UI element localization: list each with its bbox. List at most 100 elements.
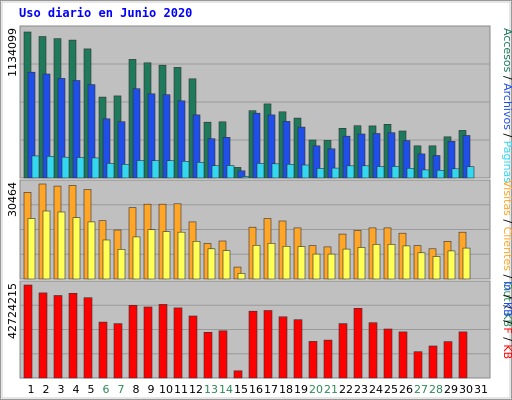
x-tick-label-day-14: 14	[219, 383, 233, 396]
bar-archivos-day-17	[267, 114, 276, 179]
bar-archivos-day-7	[117, 121, 126, 179]
bar-kb-f-day-30	[458, 331, 468, 379]
bar-archivos-day-13	[207, 138, 216, 179]
bar-archivos-day-16	[252, 112, 261, 179]
legend-separator: /	[501, 334, 512, 345]
legend-kb: KB	[501, 302, 512, 317]
legend-separator: /	[501, 72, 512, 83]
bar-visitantes-day-18	[282, 246, 291, 280]
bar-visitantes-day-29	[447, 250, 456, 280]
bar-p-ginas-day-22	[346, 165, 355, 179]
x-tick-label-day-12: 12	[189, 383, 203, 396]
panel-2-ymax-label: 30464	[6, 182, 19, 217]
bar-visitantes-day-7	[117, 249, 126, 280]
bar-p-ginas-day-29	[451, 168, 460, 179]
bar-visitantes-day-21	[327, 253, 336, 280]
bar-visitantes-day-25	[387, 244, 396, 280]
bar-archivos-day-3	[57, 78, 66, 179]
legend-f: F	[501, 327, 512, 333]
bar-archivos-day-24	[372, 133, 381, 179]
bar-kb-f-day-17	[263, 310, 273, 379]
bar-visitantes-day-17	[267, 243, 276, 280]
bar-p-ginas-day-7	[121, 164, 130, 179]
bar-kb-f-day-2	[38, 292, 48, 379]
legend-visitas: Visitas	[501, 180, 512, 216]
bar-p-ginas-day-16	[256, 163, 265, 179]
bar-kb-f-day-23	[353, 307, 363, 379]
x-tick-label-day-10: 10	[159, 383, 173, 396]
x-tick-label-day-29: 29	[444, 383, 458, 396]
bar-visitantes-day-26	[402, 245, 411, 280]
bar-visitantes-day-28	[432, 256, 441, 280]
bar-archivos-day-8	[132, 88, 141, 179]
bar-kb-f-day-1	[23, 284, 33, 379]
bar-kb-f-day-21	[323, 339, 333, 379]
x-tick-label-day-17: 17	[264, 383, 278, 396]
bar-kb-f-day-8	[128, 304, 138, 379]
bar-kb-f-day-27	[413, 351, 423, 379]
legend-separator: /	[501, 216, 512, 227]
x-tick-label-day-11: 11	[174, 383, 188, 396]
bar-visitantes-day-15	[237, 273, 246, 280]
bar-visitantes-day-20	[312, 253, 321, 280]
panel-1-legend: Accesos / Archivos / Páginas	[501, 28, 512, 183]
bar-visitantes-day-13	[207, 248, 216, 280]
bar-archivos-day-23	[357, 133, 366, 179]
x-tick-label-day-23: 23	[354, 383, 368, 396]
bar-visitantes-day-24	[372, 244, 381, 280]
bar-p-ginas-day-26	[406, 168, 415, 179]
legend-accesos: Accesos	[501, 28, 512, 73]
x-tick-label-day-5: 5	[88, 383, 95, 396]
bar-archivos-day-4	[72, 80, 81, 179]
bar-kb-f-day-26	[398, 331, 408, 379]
x-tick-label-day-19: 19	[294, 383, 308, 396]
legend-separator: /	[501, 271, 512, 282]
bar-archivos-day-19	[297, 126, 306, 179]
bar-archivos-day-5	[87, 84, 96, 179]
legend-p-ginas: Páginas	[501, 141, 512, 184]
x-tick-label-day-26: 26	[399, 383, 413, 396]
bar-archivos-day-11	[177, 100, 186, 179]
bar-visitantes-day-10	[162, 231, 171, 280]
bar-visitantes-day-12	[192, 241, 201, 280]
panel-3-ymax-label: 42724215	[6, 283, 19, 339]
bar-kb-f-day-13	[203, 331, 213, 379]
x-tick-label-day-3: 3	[58, 383, 65, 396]
x-tick-label-day-8: 8	[133, 383, 140, 396]
bar-p-ginas-day-30	[466, 166, 475, 179]
bar-p-ginas-day-9	[151, 160, 160, 179]
bar-kb-f-day-18	[278, 316, 288, 379]
legend-kb: KB	[501, 312, 512, 327]
bar-archivos-day-25	[387, 132, 396, 179]
bar-p-ginas-day-6	[106, 163, 115, 179]
bar-kb-f-day-11	[173, 307, 183, 379]
bar-p-ginas-day-8	[136, 160, 145, 179]
bar-p-ginas-day-4	[76, 157, 85, 179]
bar-kb-f-day-4	[68, 292, 78, 379]
bar-kb-f-day-14	[218, 330, 228, 379]
x-tick-label-day-25: 25	[384, 383, 398, 396]
bar-p-ginas-day-14	[226, 165, 235, 179]
bar-archivos-day-30	[462, 135, 471, 179]
bar-archivos-day-27	[417, 153, 426, 179]
bar-archivos-day-22	[342, 135, 351, 179]
bar-archivos-day-20	[312, 145, 321, 179]
legend-separator: /	[501, 291, 512, 302]
x-tick-label-day-13: 13	[204, 383, 218, 396]
bar-p-ginas-day-19	[301, 164, 310, 179]
x-tick-label-day-9: 9	[148, 383, 155, 396]
bar-kb-f-day-19	[293, 319, 303, 379]
x-tick-label-day-30: 30	[459, 383, 473, 396]
x-tick-label-day-7: 7	[118, 383, 125, 396]
bar-visitantes-day-11	[177, 231, 186, 280]
bar-visitantes-day-5	[87, 221, 96, 280]
x-tick-label-day-16: 16	[249, 383, 263, 396]
bar-p-ginas-day-24	[376, 166, 385, 179]
bar-visitantes-day-8	[132, 236, 141, 280]
bar-p-ginas-day-1	[31, 155, 40, 179]
bar-visitantes-day-30	[462, 247, 471, 280]
bar-p-ginas-day-20	[316, 168, 325, 179]
bar-p-ginas-day-21	[331, 167, 340, 179]
bar-archivos-day-12	[192, 114, 201, 179]
